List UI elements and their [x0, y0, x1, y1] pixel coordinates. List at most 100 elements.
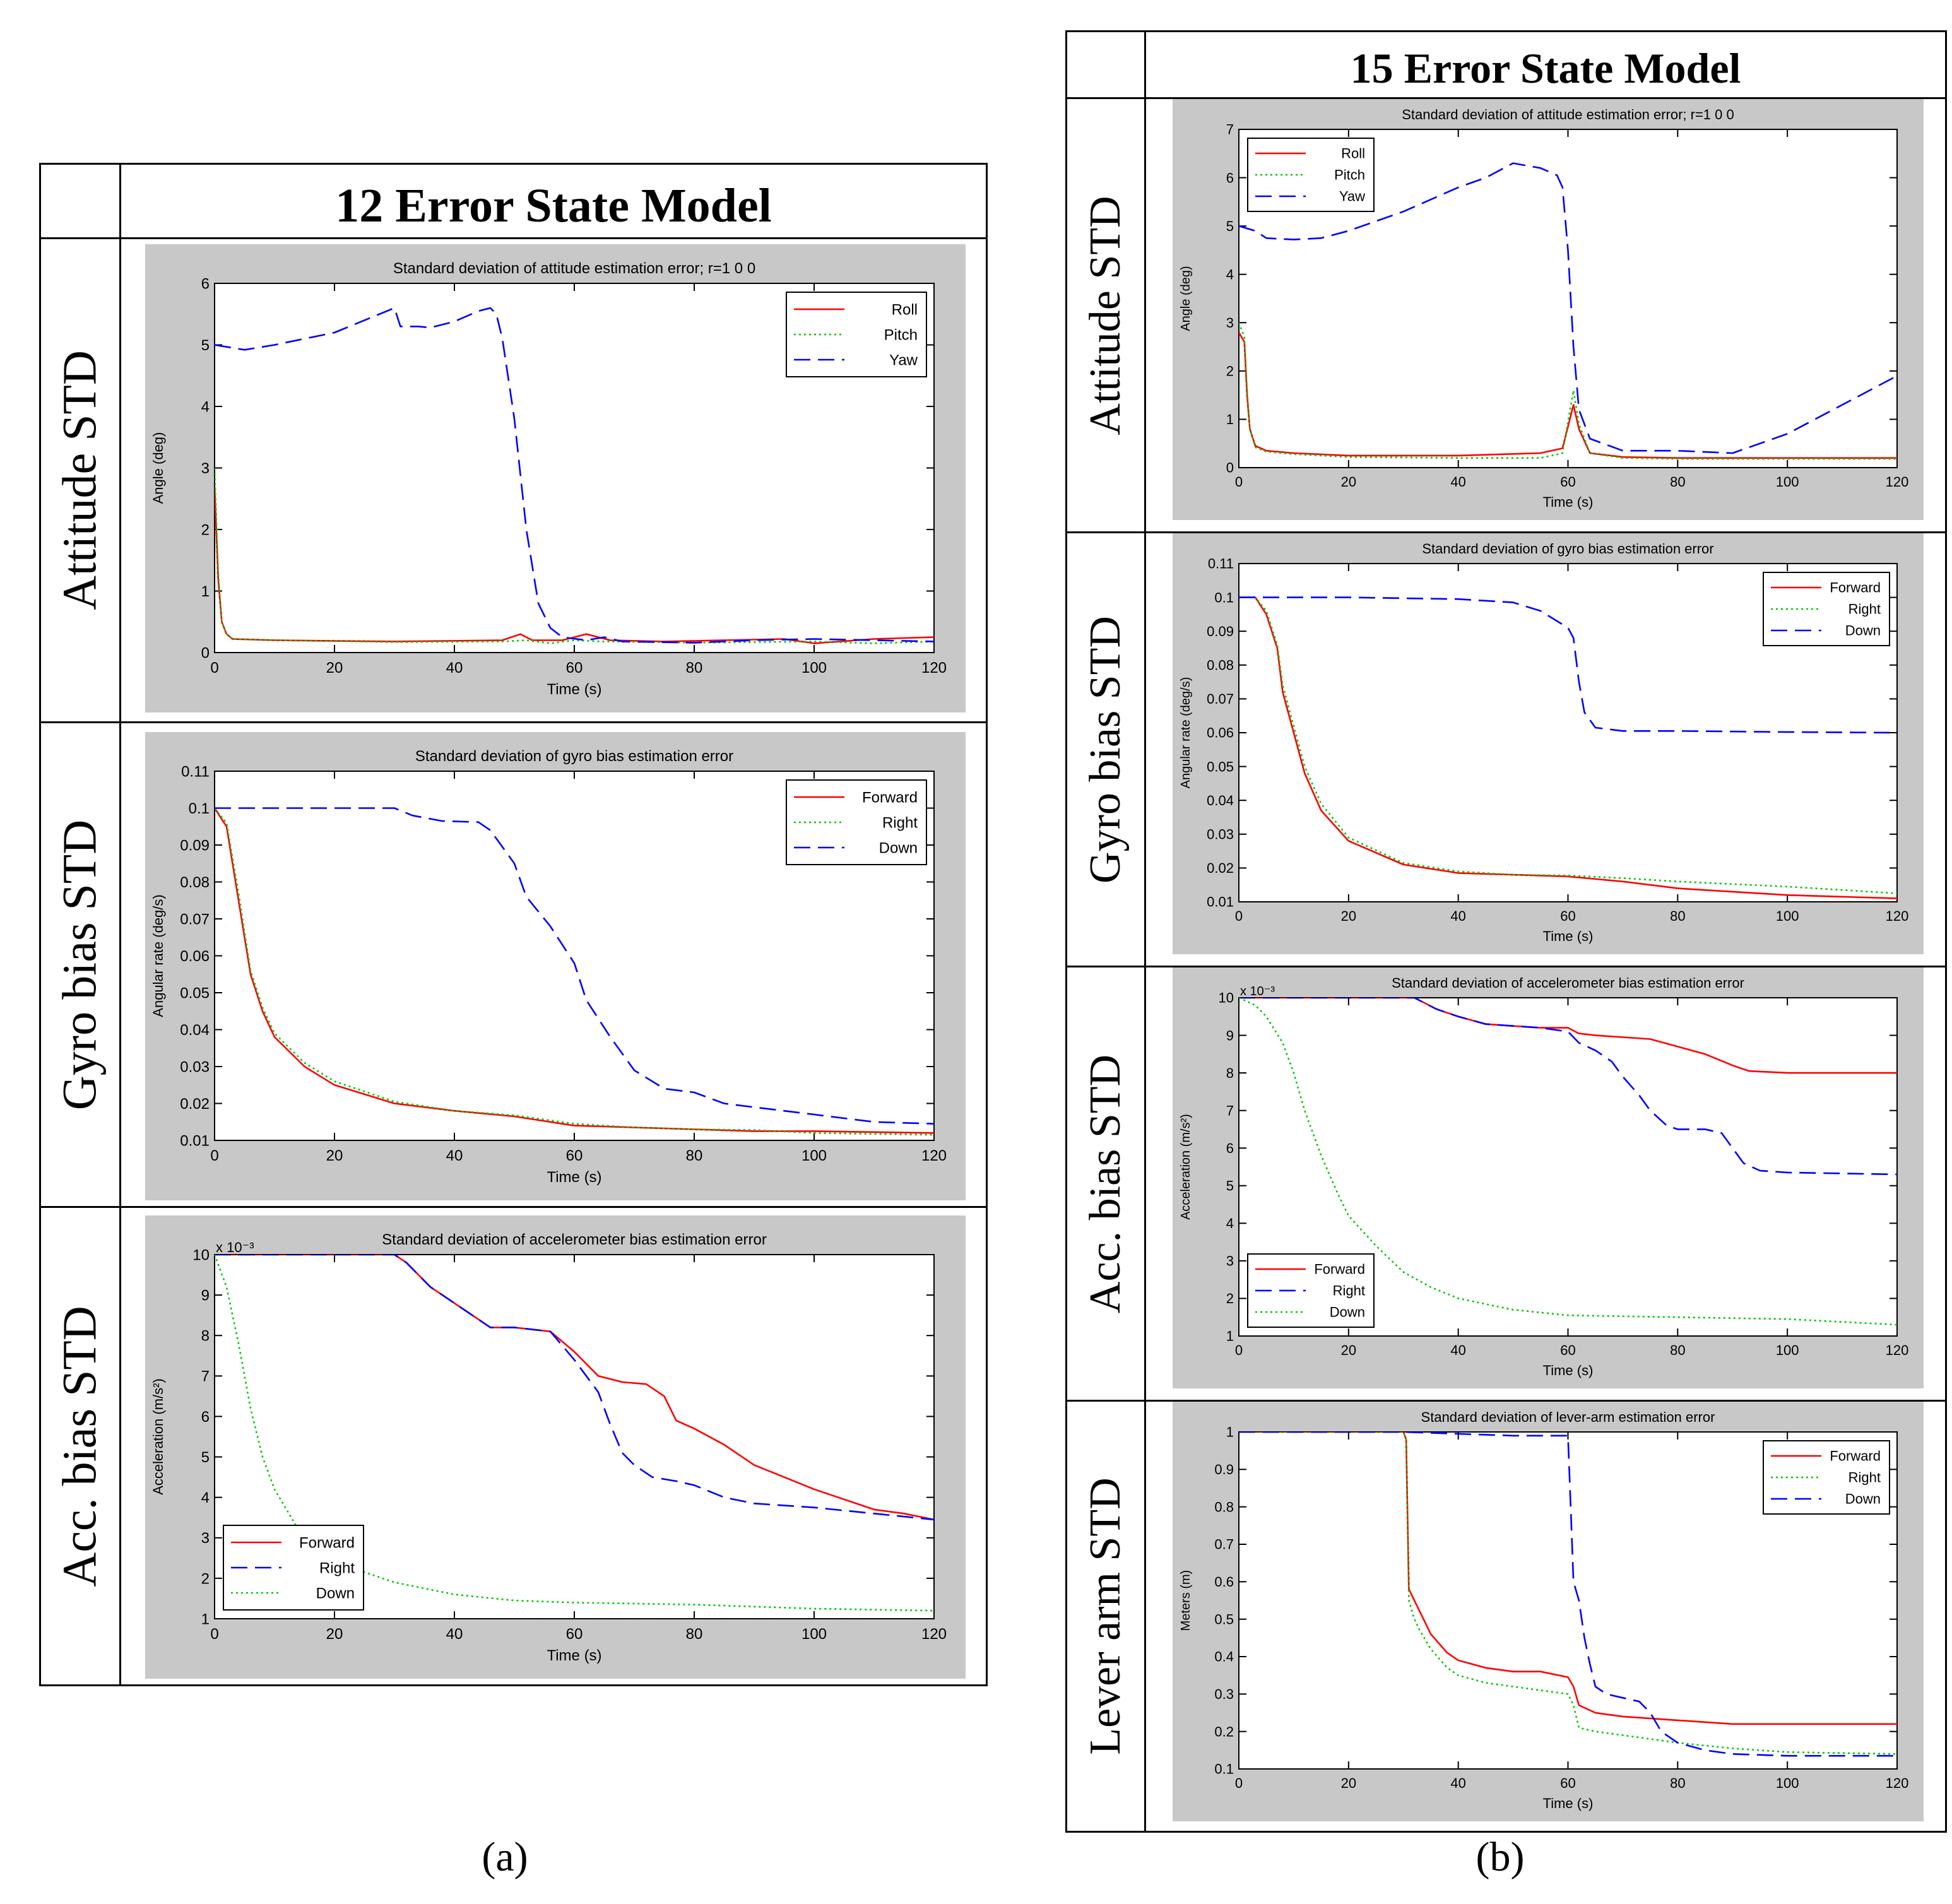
- chart-svg: Standard deviation of lever-arm estimati…: [1173, 1402, 1924, 1821]
- x-axis-label: Time (s): [547, 1169, 601, 1186]
- chart-title: Standard deviation of attitude estimatio…: [1402, 107, 1734, 122]
- legend-label-right: Right: [882, 814, 918, 831]
- legend-box: [1763, 572, 1890, 646]
- y-tick-label: 0.2: [1214, 1724, 1234, 1739]
- x-tick-label: 80: [1670, 908, 1685, 924]
- x-tick-label: 40: [1450, 908, 1465, 924]
- series-line-down: [1239, 1432, 1897, 1757]
- chart-svg: Standard deviation of accelerometer bias…: [145, 1215, 966, 1679]
- series-line-down: [215, 807, 934, 1125]
- x-tick-label: 0: [1235, 1342, 1243, 1358]
- y-tick-label: 0.3: [1214, 1686, 1234, 1702]
- table-a-row-acc: Acc. bias STD: [41, 1206, 986, 1684]
- chart-acc-bias-std-15: Standard deviation of accelerometer bias…: [1173, 967, 1924, 1388]
- y-axis-label: Angle (deg): [1179, 266, 1193, 331]
- y-tick-label: 1: [201, 583, 210, 600]
- y-tick-label: 8: [1226, 1065, 1234, 1081]
- series-line-pitch: [1239, 322, 1897, 460]
- x-tick-label: 40: [1450, 474, 1465, 490]
- y-tick-label: 0.9: [1214, 1462, 1234, 1477]
- series-group: [215, 807, 934, 1136]
- chart-attitude-std-15: Standard deviation of attitude estimatio…: [1173, 99, 1924, 520]
- x-axis-label: Time (s): [1543, 1363, 1594, 1378]
- y-tick-label: 0.11: [181, 763, 210, 780]
- legend-label-down: Down: [1845, 1491, 1881, 1507]
- x-tick-label: 40: [446, 1626, 463, 1643]
- table-a-row-label-cell: Acc. bias STD: [41, 1208, 121, 1684]
- legend-box: [1247, 138, 1375, 212]
- y-tick-label: 4: [1226, 266, 1234, 282]
- series-group: [1239, 162, 1897, 460]
- x-tick-label: 40: [1450, 1342, 1465, 1358]
- series-line-right: [1239, 596, 1897, 894]
- y-tick-label: 0.1: [189, 800, 210, 817]
- y-tick-label: 7: [1226, 122, 1234, 138]
- y-tick-label: 7: [1226, 1103, 1234, 1118]
- y-tick-label: 1: [1226, 1328, 1234, 1344]
- y-tick-label: 10: [192, 1246, 210, 1263]
- x-axis-label: Time (s): [1543, 494, 1594, 510]
- series-group: [215, 307, 934, 644]
- y-tick-label: 0.4: [1214, 1649, 1234, 1665]
- legend-label-right: Right: [1848, 601, 1881, 617]
- caption-a: (a): [482, 1834, 528, 1880]
- x-tick-label: 20: [326, 1626, 343, 1643]
- legend-label-down: Down: [316, 1585, 355, 1602]
- y-tick-label: 4: [201, 1489, 210, 1506]
- y-tick-label: 0.01: [180, 1132, 210, 1149]
- chart-lever-arm-std-15: Standard deviation of lever-arm estimati…: [1173, 1402, 1924, 1821]
- y-tick-label: 0.04: [180, 1022, 210, 1039]
- row-label-attitude: Attitude STD: [1081, 195, 1130, 435]
- legend-label-down: Down: [879, 839, 918, 856]
- series-line-yaw: [215, 307, 934, 644]
- series-line-forward: [1239, 596, 1897, 899]
- legend-label-right: Right: [1848, 1470, 1881, 1486]
- row-label-acc-bias: Acc. bias STD: [53, 1305, 107, 1587]
- x-tick-label: 80: [686, 1626, 703, 1643]
- y-tick-label: 5: [201, 337, 210, 354]
- y-tick-label: 9: [201, 1287, 210, 1304]
- table-b-row-label-cell: Gyro bias STD: [1067, 533, 1146, 966]
- table-a-row-attitude: Attitude STD: [41, 237, 986, 721]
- x-tick-label: 120: [1886, 1342, 1909, 1358]
- legend-label-down: Down: [1845, 623, 1881, 639]
- row-label-gyro-bias: Gyro bias STD: [53, 819, 107, 1110]
- series-line-pitch: [215, 468, 934, 644]
- x-tick-label: 60: [1560, 908, 1575, 924]
- chart-title: Standard deviation of accelerometer bias…: [1392, 975, 1744, 991]
- x-tick-label: 0: [210, 1147, 218, 1164]
- legend-label-yaw: Yaw: [889, 352, 918, 369]
- x-tick-label: 20: [1341, 908, 1356, 924]
- chart-title: Standard deviation of gyro bias estimati…: [415, 748, 733, 765]
- y-tick-label: 5: [1226, 218, 1234, 234]
- x-tick-label: 120: [1886, 474, 1909, 490]
- legend-box: [1763, 1440, 1890, 1515]
- legend-label-forward: Forward: [299, 1534, 355, 1551]
- table-12-error-state: 12 Error State Model Attitude STD Gyro b…: [39, 163, 988, 1686]
- x-tick-label: 60: [566, 659, 583, 677]
- y-tick-label: 0.02: [1207, 860, 1234, 876]
- y-tick-label: 1: [1226, 1424, 1234, 1440]
- legend-label-forward: Forward: [1830, 580, 1881, 596]
- legend-label-roll: Roll: [892, 301, 918, 318]
- y-axis-label: Angular rate (deg/s): [1179, 677, 1193, 789]
- series-line-down: [1239, 596, 1897, 734]
- table-a-title: 12 Error State Model: [335, 179, 772, 232]
- x-tick-label: 20: [326, 1147, 343, 1164]
- row-label-gyro-bias: Gyro bias STD: [1081, 615, 1130, 884]
- x-tick-label: 60: [1560, 1342, 1575, 1358]
- y-tick-label: 4: [1226, 1215, 1234, 1231]
- x-tick-label: 100: [1776, 908, 1799, 924]
- x-tick-label: 120: [921, 1626, 947, 1643]
- table-b-row-label-cell: Attitude STD: [1067, 99, 1146, 531]
- table-b-row-label-cell: Lever arm STD: [1067, 1402, 1146, 1831]
- x-tick-label: 0: [1235, 908, 1243, 924]
- table-a-row-gyro: Gyro bias STD: [41, 721, 986, 1206]
- series-group: [215, 1255, 934, 1612]
- table-b-row-label-cell: Acc. bias STD: [1067, 967, 1146, 1400]
- chart-svg: Standard deviation of gyro bias estimati…: [145, 732, 966, 1200]
- y-axis-label: Angle (deg): [150, 432, 166, 504]
- y-tick-label: 8: [201, 1328, 210, 1345]
- legend-label-forward: Forward: [1314, 1262, 1365, 1277]
- legend-label-right: Right: [319, 1559, 355, 1576]
